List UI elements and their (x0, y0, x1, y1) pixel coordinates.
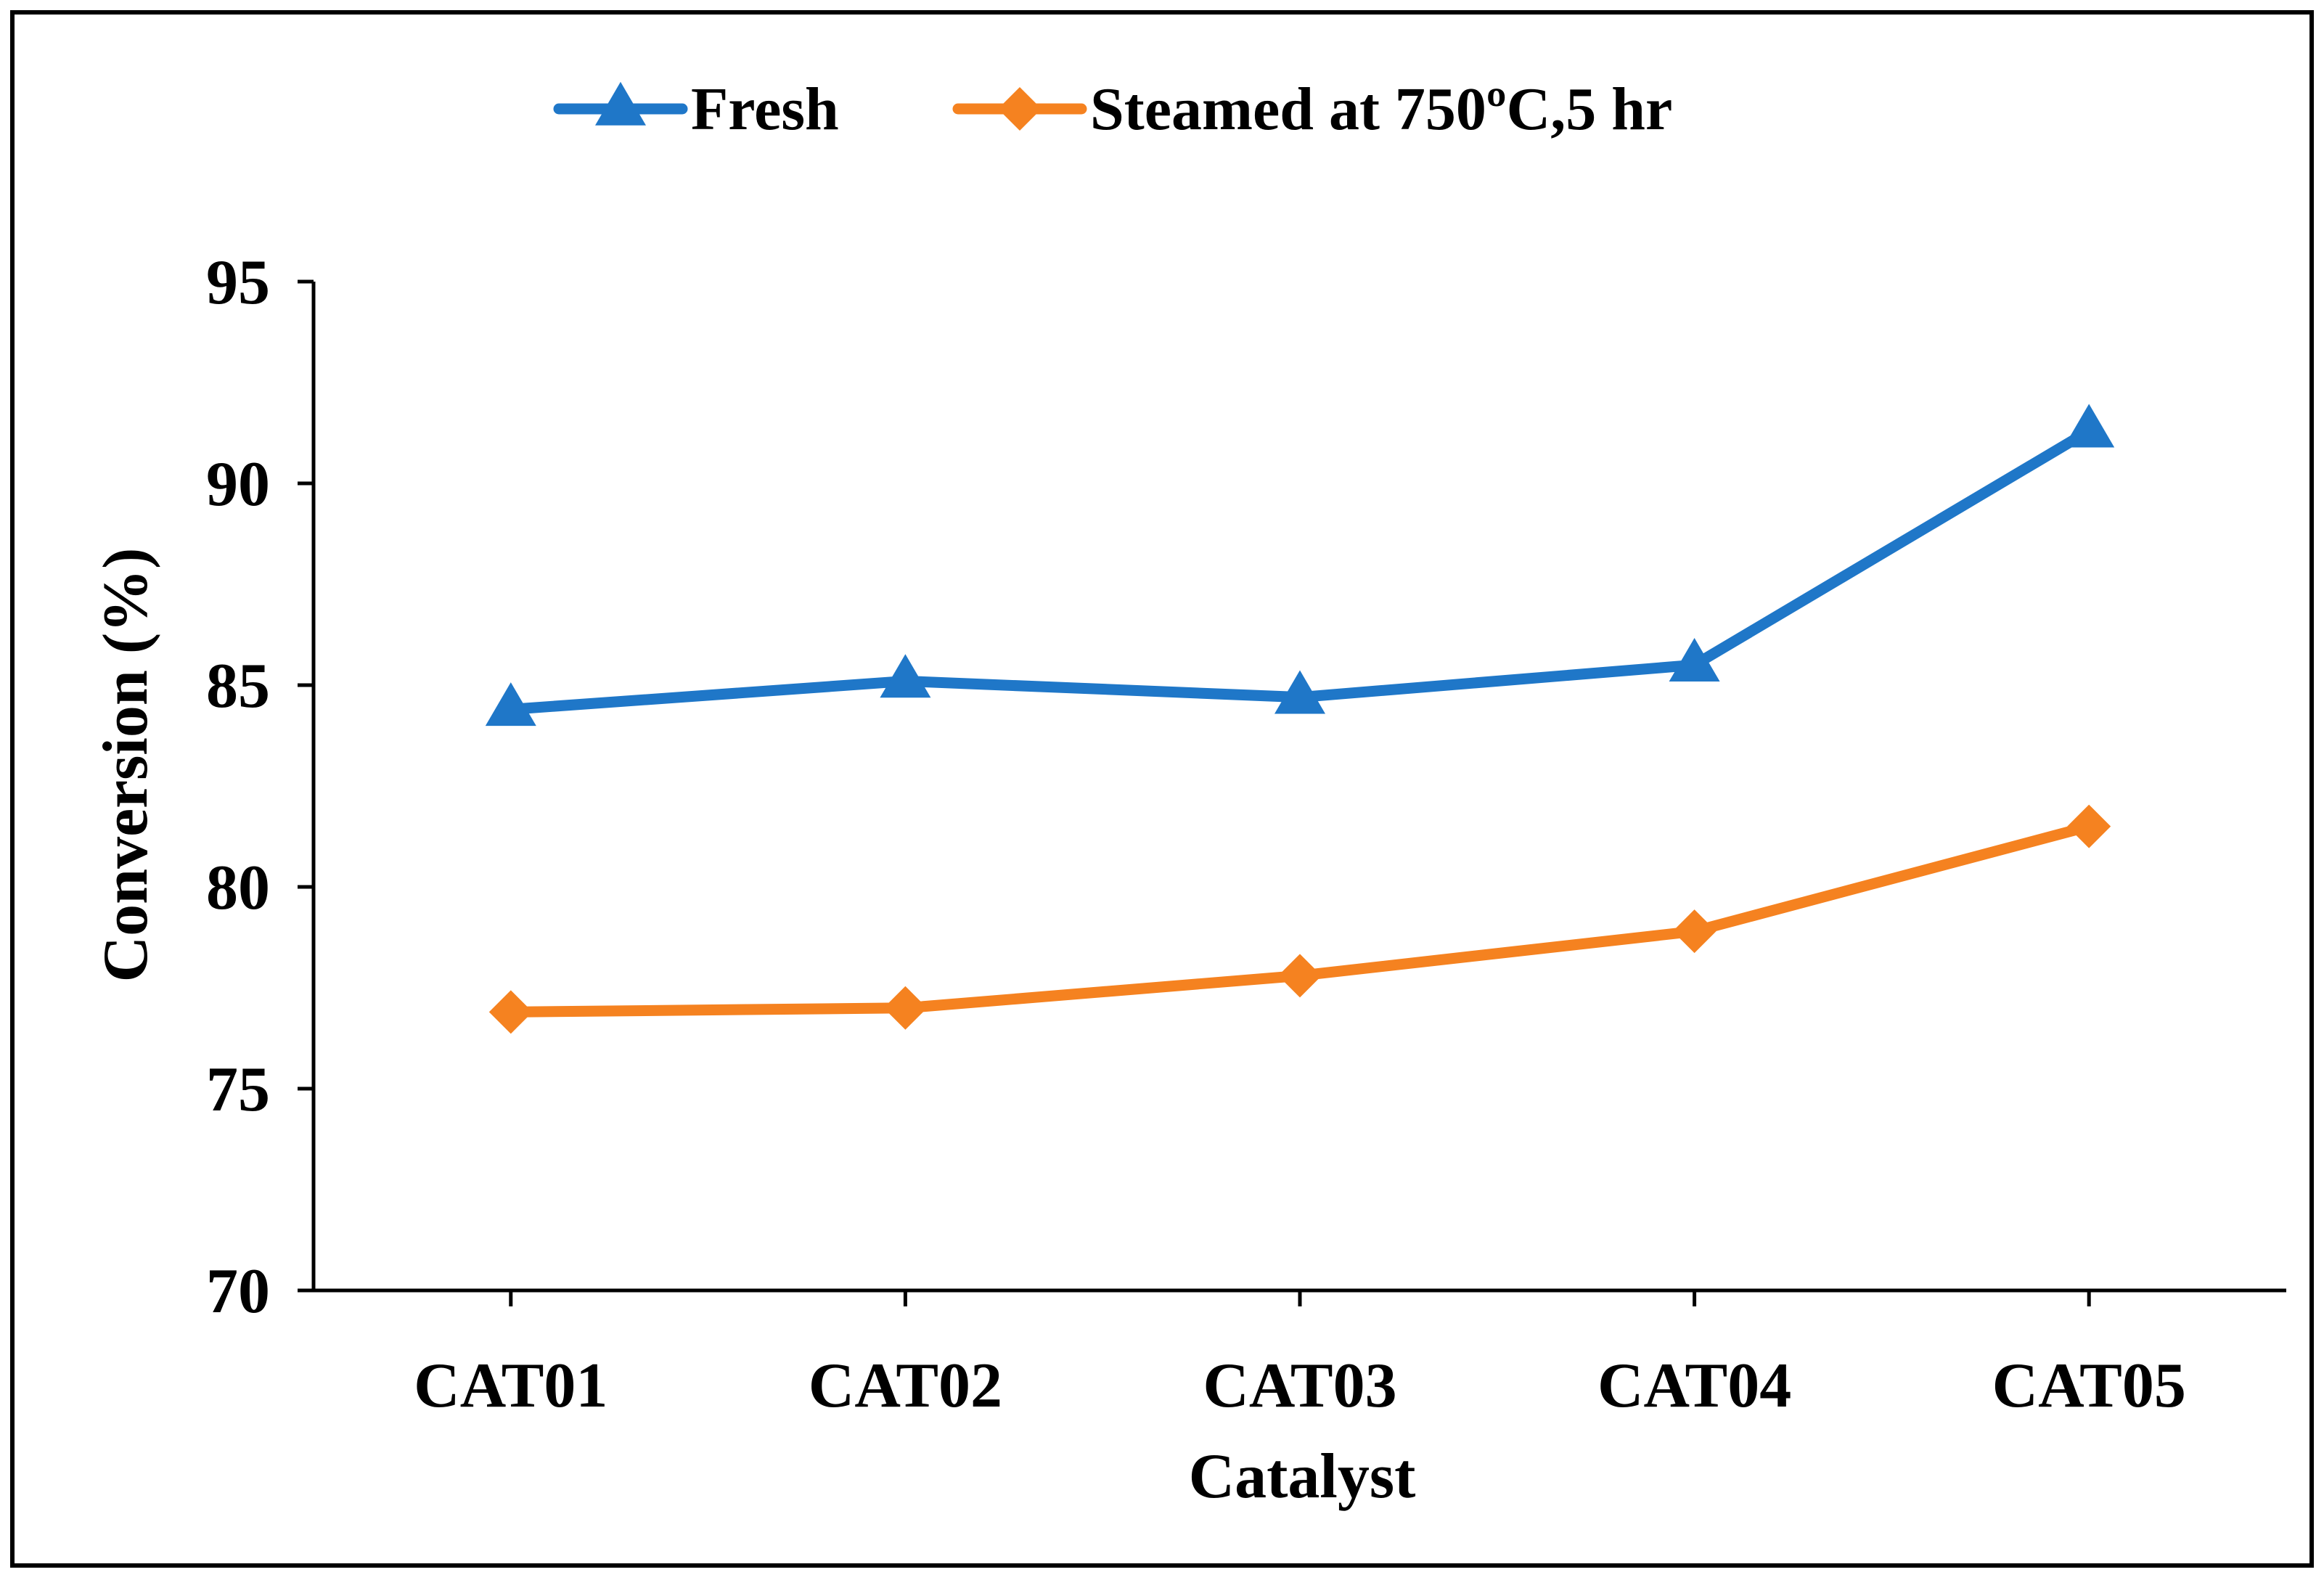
legend-marker (595, 81, 646, 126)
y-axis-title: Conversion (%) (91, 548, 161, 983)
y-tick-label: 85 (206, 651, 270, 721)
data-point-cat04 (1672, 909, 1717, 954)
x-tick-label-cat02: CAT02 (809, 1351, 1002, 1421)
data-point-cat01 (485, 682, 536, 727)
data-point-cat01 (488, 990, 533, 1034)
data-point-cat04 (1669, 638, 1720, 682)
legend-item-fresh[interactable]: Fresh (553, 75, 839, 143)
legend-item-steamed[interactable]: Steamed at 750ºC,5 hr (952, 75, 1672, 143)
legend-label: Steamed at 750ºC,5 hr (1090, 75, 1672, 143)
x-tick-label-cat03: CAT03 (1203, 1351, 1396, 1421)
y-tick-label: 80 (206, 853, 270, 923)
data-point-cat03 (1274, 670, 1325, 714)
chart-frame (10, 10, 2314, 1568)
legend[interactable]: Fresh Steamed at 750ºC,5 hr (553, 75, 1672, 143)
y-tick-label: 90 (206, 449, 270, 520)
data-point-cat02 (880, 654, 931, 698)
axes: 70 75 80 85 90 95 CAT01 CAT02 CAT03 CAT04 CAT05 (206, 247, 2286, 1421)
x-axis-title: Catalyst (1189, 1441, 1416, 1512)
y-tick-label: 95 (206, 247, 270, 318)
y-tick-label: 70 (206, 1256, 270, 1327)
series-line (505, 425, 2095, 715)
series-steamed (488, 804, 2111, 1034)
legend-label: Fresh (691, 75, 839, 143)
x-tick-label-cat01: CAT01 (414, 1351, 607, 1421)
data-point-cat02 (883, 986, 928, 1030)
series-layer (485, 404, 2115, 1034)
data-point-cat05 (2063, 404, 2115, 448)
legend-marker (998, 87, 1042, 131)
y-tick-label: 75 (206, 1055, 270, 1125)
data-point-cat03 (1278, 954, 1322, 998)
x-tick-label-cat05: CAT05 (1992, 1351, 2186, 1421)
series-fresh (485, 404, 2115, 727)
data-point-cat05 (2067, 804, 2111, 848)
x-tick-label-cat04: CAT04 (1597, 1351, 1791, 1421)
